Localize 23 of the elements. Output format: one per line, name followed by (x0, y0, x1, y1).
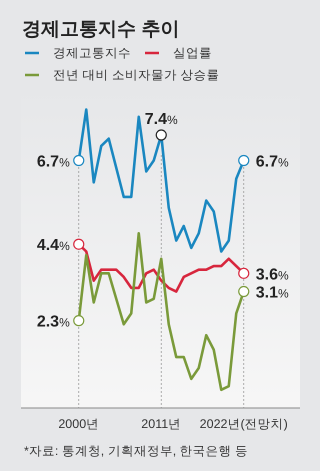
data-label: 6.7% (36, 154, 70, 171)
x-tick-label: 2000년 (58, 417, 100, 431)
chart-title: 경제고통지수 추이 (22, 19, 180, 40)
x-tick-label: 2022년(전망치) (200, 417, 288, 431)
data-label: 3.1% (256, 284, 289, 302)
text: *자료: 통계청, 기획재정부, 한국은행 등 (24, 444, 248, 458)
point (238, 286, 250, 298)
legend-item: 실업률 (145, 46, 212, 60)
data-label: 3.6% (256, 266, 289, 284)
legend-item: 경제고통지수 (25, 46, 131, 60)
legend-label: 실업률 (173, 46, 212, 60)
point (73, 154, 84, 166)
x-tick-label: 2011년 (141, 417, 182, 431)
point (238, 154, 250, 166)
point (238, 268, 250, 279)
data-label: 2.3% (36, 314, 70, 331)
data-label: 7.4% (144, 111, 178, 128)
legend-item: 전년 대비 소비자물가 상승률 (25, 68, 220, 82)
point (73, 315, 84, 326)
data-label: 6.7% (256, 154, 289, 171)
legend-label: 경제고통지수 (53, 46, 131, 60)
data-label: 4.4% (36, 237, 70, 254)
point (73, 238, 84, 250)
